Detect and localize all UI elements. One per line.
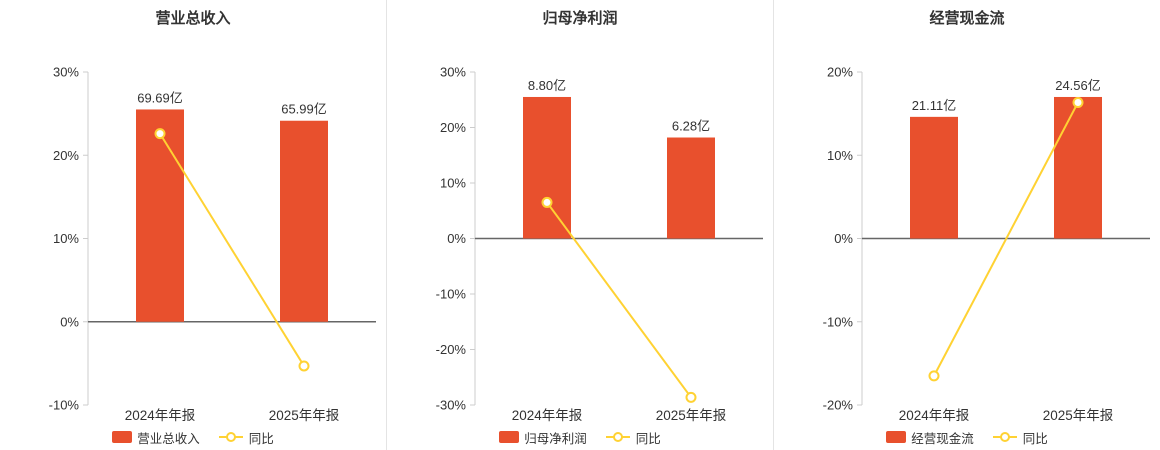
legend-item-line-series[interactable]: 同比 — [992, 428, 1048, 447]
yoy-marker — [928, 370, 940, 382]
legend-item-bar-series[interactable]: 归母净利润 — [499, 428, 587, 447]
chart-legend-revenue: 营业总收入 同比 — [0, 424, 386, 450]
bar-value-label: 8.80亿 — [528, 78, 566, 93]
yoy-marker — [154, 128, 166, 140]
legend-label-line: 同比 — [248, 431, 274, 446]
bar-swatch-icon — [886, 431, 907, 443]
yoy-marker — [298, 360, 310, 372]
bar — [910, 116, 958, 239]
chart-canvas-net-profit: 30% 20% 10% 0% -10% -20% -30% 8.80亿 6.28亿 2024年年报… — [436, 65, 763, 423]
bar-value-label: 6.28亿 — [672, 119, 710, 134]
chart-legend-net-profit: 归母净利润 同比 — [387, 424, 773, 450]
y-tick-label: -10% — [823, 314, 854, 329]
chart-title-cash-flow: 经营现金流 — [929, 10, 1005, 27]
yoy-line — [546, 201, 692, 398]
y-tick-label: -20% — [436, 342, 467, 357]
bar — [1054, 96, 1102, 239]
yoy-line — [159, 133, 305, 367]
yoy-marker — [685, 391, 697, 403]
y-tick-label: -10% — [436, 287, 467, 302]
y-tick-label: 30% — [440, 65, 466, 80]
legend-label-bar: 营业总收入 — [137, 431, 200, 446]
y-tick-label: 20% — [827, 65, 853, 80]
chart-legend-cash-flow: 经营现金流 同比 — [774, 424, 1160, 450]
y-tick-label: 0% — [60, 314, 79, 329]
bar — [523, 96, 571, 239]
line-swatch-icon — [992, 432, 1017, 442]
legend-label-bar: 经营现金流 — [911, 431, 974, 446]
bar-value-label: 21.11亿 — [912, 98, 957, 113]
line-swatch-icon — [218, 432, 243, 442]
y-tick-label: 10% — [827, 148, 853, 163]
y-tick-label: 0% — [834, 231, 853, 246]
bar-swatch-icon — [499, 431, 520, 443]
legend-label-bar: 归母净利润 — [524, 431, 587, 446]
legend-item-bar-series[interactable]: 营业总收入 — [112, 428, 200, 447]
x-category-label: 2025年年报 — [1043, 408, 1114, 423]
bar — [667, 137, 715, 239]
bar — [280, 120, 328, 322]
bar-value-label: 24.56亿 — [1055, 78, 1101, 93]
bar-swatch-icon — [112, 431, 133, 443]
y-tick-label: -20% — [823, 398, 854, 413]
x-category-label: 2025年年报 — [269, 408, 340, 423]
bar-value-label: 65.99亿 — [281, 102, 327, 117]
x-category-label: 2024年年报 — [125, 408, 196, 423]
legend-item-line-series[interactable]: 同比 — [218, 428, 274, 447]
y-tick-label: 30% — [53, 65, 79, 80]
y-tick-label: -10% — [49, 398, 80, 413]
chart-canvas-revenue: 30% 20% 10% 0% -10% 69.69亿 65.99亿 2024年年报 2025年年… — [49, 65, 376, 423]
y-tick-label: 20% — [440, 120, 466, 135]
chart-canvas-cash-flow: 20% 10% 0% -10% -20% 21.11亿 24.56亿 2024年年报 2025年… — [823, 65, 1150, 423]
y-tick-label: -30% — [436, 398, 467, 413]
legend-item-line-series[interactable]: 同比 — [605, 428, 661, 447]
panel-revenue: 营业总收入 30% 20% 10% 0% -10% 69.69亿 65.99亿 2024年年报… — [0, 0, 386, 450]
y-tick-label: 10% — [440, 176, 466, 191]
panel-operating-cash-flow: 经营现金流 20% 10% 0% -10% -20% 21.11亿 24.56亿 2024年年… — [773, 0, 1160, 450]
legend-label-line: 同比 — [635, 431, 661, 446]
x-category-label: 2025年年报 — [656, 408, 727, 423]
y-tick-label: 20% — [53, 148, 79, 163]
chart-title-revenue: 营业总收入 — [155, 10, 231, 27]
bar-value-label: 69.69亿 — [137, 90, 183, 105]
x-category-label: 2024年年报 — [512, 408, 583, 423]
x-category-label: 2024年年报 — [899, 408, 970, 423]
yoy-marker — [541, 196, 553, 208]
y-tick-label: 0% — [447, 231, 466, 246]
yoy-marker — [1072, 96, 1084, 108]
y-tick-label: 10% — [53, 231, 79, 246]
bar — [136, 109, 184, 322]
legend-item-bar-series[interactable]: 经营现金流 — [886, 428, 974, 447]
yoy-line — [933, 102, 1079, 377]
line-swatch-icon — [605, 432, 630, 442]
chart-title-net-profit: 归母净利润 — [542, 10, 618, 27]
panel-net-profit: 归母净利润 30% 20% 10% 0% -10% -20% -30% 8.80亿 6.28亿 2… — [386, 0, 773, 450]
legend-label-line: 同比 — [1022, 431, 1048, 446]
